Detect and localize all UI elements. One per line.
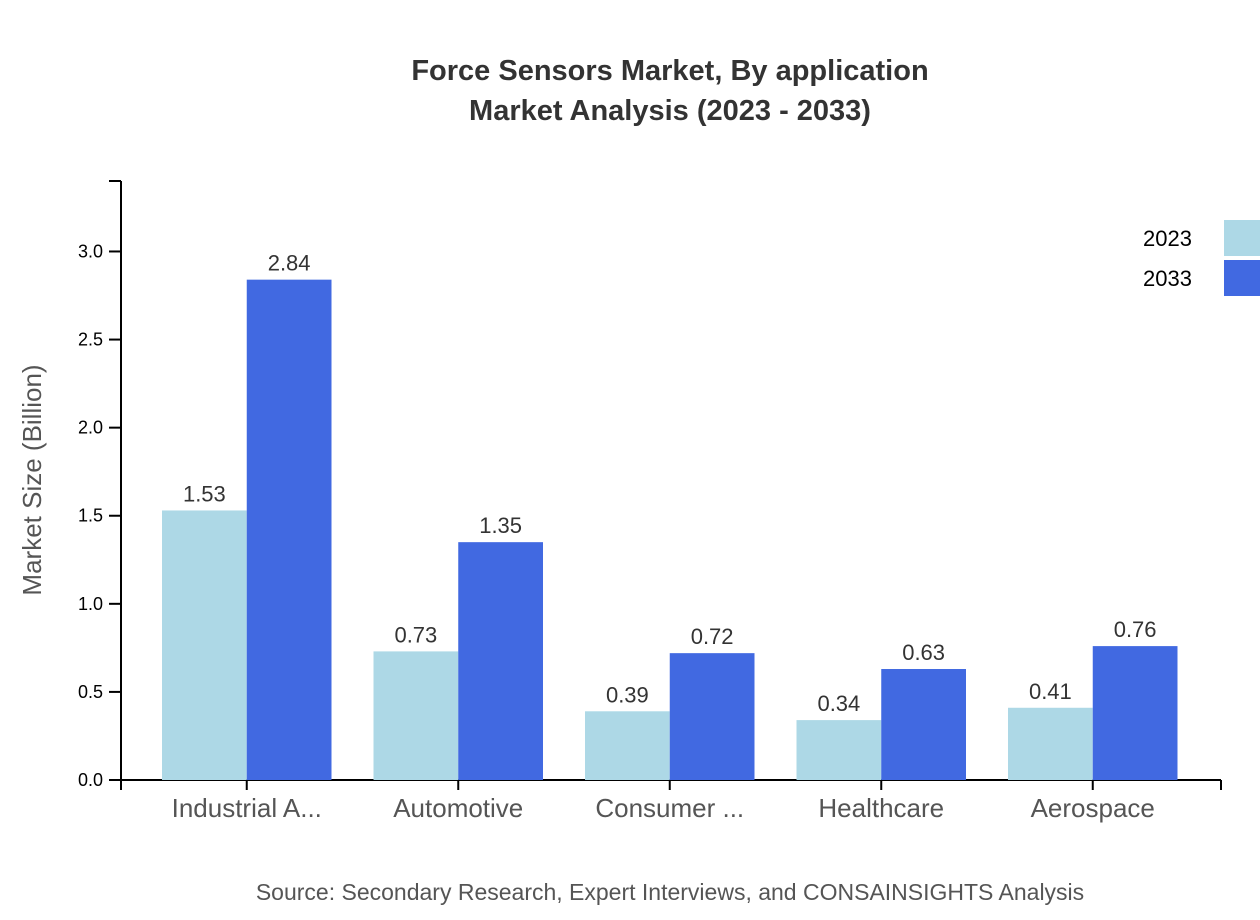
data-label: 0.76 [1114,617,1157,642]
data-label: 0.72 [691,624,734,649]
x-tick-label: Healthcare [818,793,944,823]
y-tick-label: 0.0 [78,770,103,790]
legend-swatch [1224,220,1260,256]
bar-2023 [585,711,670,780]
y-tick-label: 3.0 [78,241,103,261]
y-axis-label: Market Size (Billion) [17,364,47,595]
bar-2033 [669,653,755,780]
source-note: Source: Secondary Research, Expert Inter… [256,879,1084,905]
bar-2023 [796,720,882,780]
x-tick-label: Aerospace [1031,793,1155,823]
data-label: 2.84 [268,251,311,276]
x-tick-label: Industrial A... [172,793,322,823]
chart-subtitle: Market Analysis (2023 - 2033) [469,95,871,127]
data-label: 0.63 [902,640,945,665]
y-tick-label: 2.5 [78,330,103,350]
data-label: 0.34 [817,691,860,716]
data-label: 0.39 [606,682,649,707]
data-label: 0.41 [1029,679,1072,704]
y-tick-label: 0.5 [78,682,103,702]
bar-2033 [881,669,966,780]
y-tick-label: 1.5 [78,506,103,526]
bar-2033 [458,542,543,780]
data-label: 1.53 [183,481,226,506]
x-tick-label: Automotive [393,793,523,823]
legend-swatch [1224,260,1260,296]
bar-2023 [373,651,459,780]
bar-2023 [162,510,247,780]
data-label: 1.35 [479,513,522,538]
y-tick-label: 2.0 [78,418,103,438]
bar-2033 [1092,646,1178,780]
data-label: 0.73 [394,622,437,647]
bar-2023 [1008,707,1093,780]
chart-title: Force Sensors Market, By application [411,55,928,87]
x-tick-label: Consumer ... [595,793,744,823]
y-tick-label: 1.0 [78,594,103,614]
bar-2033 [246,279,332,780]
legend-label: 2023 [1143,226,1192,251]
legend-label: 2033 [1143,266,1192,291]
